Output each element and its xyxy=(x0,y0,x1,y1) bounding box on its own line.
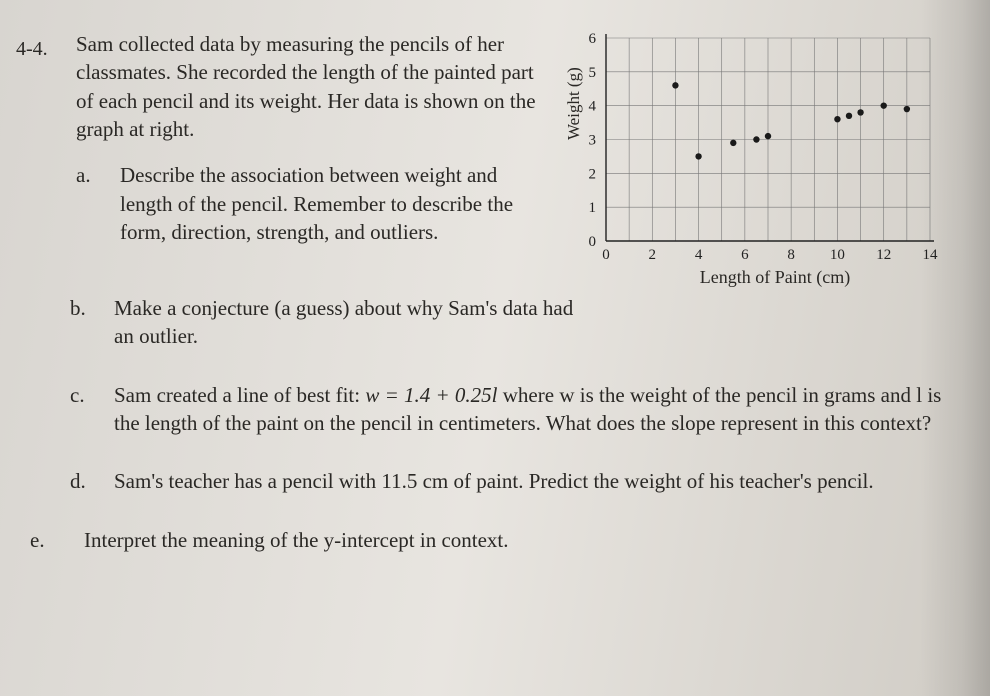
part-a-letter: a. xyxy=(76,161,120,246)
part-b-letter: b. xyxy=(70,294,114,351)
part-d: d. Sam's teacher has a pencil with 11.5 … xyxy=(70,467,950,495)
part-c-pre: Sam created a line of best fit: xyxy=(114,383,365,407)
part-c-eq: w = 1.4 + 0.25l xyxy=(365,383,497,407)
intro-column: Sam collected data by measuring the penc… xyxy=(76,30,570,246)
part-b: b. Make a conjecture (a guess) about why… xyxy=(70,294,590,351)
svg-text:4: 4 xyxy=(695,247,703,263)
svg-text:6: 6 xyxy=(589,31,597,47)
svg-text:10: 10 xyxy=(830,247,845,263)
svg-text:2: 2 xyxy=(589,166,597,182)
svg-text:0: 0 xyxy=(589,234,597,250)
textbook-page: 4-4. Sam collected data by measuring the… xyxy=(0,0,990,696)
svg-text:0: 0 xyxy=(602,247,610,263)
part-c: c. Sam created a line of best fit: w = 1… xyxy=(70,381,950,438)
part-e-text: Interpret the meaning of the y-intercept… xyxy=(84,526,950,554)
part-d-letter: d. xyxy=(70,467,114,495)
scatter-chart: Weight (g) 024681012140123456 Length of … xyxy=(570,30,950,288)
part-a: a. Describe the association between weig… xyxy=(76,161,554,246)
svg-text:12: 12 xyxy=(876,247,891,263)
part-c-text: Sam created a line of best fit: w = 1.4 … xyxy=(114,381,950,438)
part-a-text: Describe the association between weight … xyxy=(120,161,554,246)
svg-text:8: 8 xyxy=(787,247,795,263)
part-c-letter: c. xyxy=(70,381,114,438)
part-e: e. Interpret the meaning of the y-interc… xyxy=(30,526,950,554)
svg-text:3: 3 xyxy=(589,133,597,149)
svg-text:5: 5 xyxy=(589,65,597,81)
svg-text:6: 6 xyxy=(741,247,749,263)
part-d-text: Sam's teacher has a pencil with 11.5 cm … xyxy=(114,467,950,495)
part-e-letter: e. xyxy=(30,526,84,554)
chart-ylabel: Weight (g) xyxy=(564,67,584,140)
intro-text: Sam collected data by measuring the penc… xyxy=(76,30,554,143)
bottom-parts: b. Make a conjecture (a guess) about why… xyxy=(70,294,950,554)
top-row: 4-4. Sam collected data by measuring the… xyxy=(10,30,950,288)
svg-text:4: 4 xyxy=(589,99,597,115)
svg-text:2: 2 xyxy=(649,247,657,263)
problem-number: 4-4. xyxy=(10,30,76,61)
part-b-text: Make a conjecture (a guess) about why Sa… xyxy=(114,294,590,351)
chart-xlabel: Length of Paint (cm) xyxy=(570,267,950,288)
svg-text:14: 14 xyxy=(923,247,939,263)
svg-text:1: 1 xyxy=(589,200,597,216)
chart-svg: 024681012140123456 xyxy=(570,30,940,265)
